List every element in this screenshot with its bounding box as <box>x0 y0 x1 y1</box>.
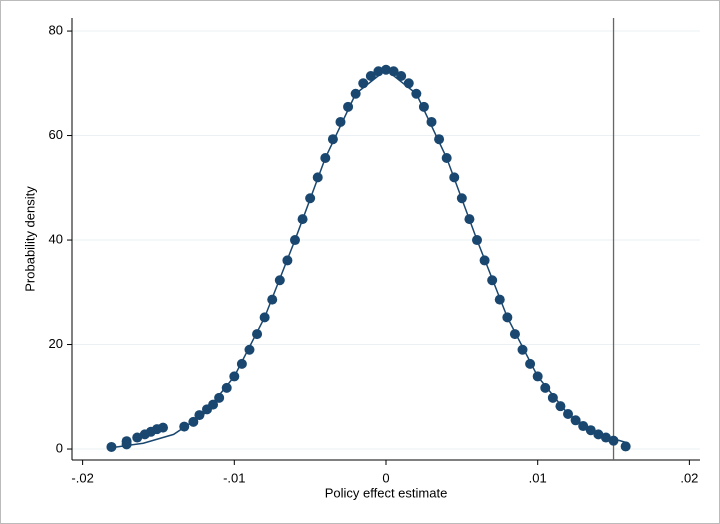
point <box>158 422 169 433</box>
point <box>365 70 376 81</box>
x-tick-label: -.01 <box>223 470 245 485</box>
y-tick-label: 20 <box>49 336 63 351</box>
y-tick-label: 0 <box>56 440 63 455</box>
point <box>578 421 589 432</box>
point <box>208 399 219 410</box>
x-tick-label: .02 <box>680 470 698 485</box>
y-tick-label: 40 <box>49 231 63 246</box>
point <box>600 432 611 443</box>
point <box>547 392 558 403</box>
point <box>214 392 225 403</box>
point <box>396 70 407 81</box>
x-tick-label: -.02 <box>71 470 93 485</box>
point <box>121 436 132 447</box>
x-tick-label: .01 <box>529 470 547 485</box>
x-tick-label: 0 <box>382 470 389 485</box>
y-tick-label: 80 <box>49 22 63 37</box>
y-tick-label: 60 <box>49 127 63 142</box>
point <box>620 441 631 452</box>
point <box>106 441 117 452</box>
point <box>132 432 143 443</box>
point <box>540 382 551 393</box>
y-axis-label: Probability density <box>22 186 37 292</box>
x-axis-label: Policy effect estimate <box>325 485 448 500</box>
density-line <box>112 68 629 449</box>
point <box>221 382 232 393</box>
point <box>194 410 205 421</box>
